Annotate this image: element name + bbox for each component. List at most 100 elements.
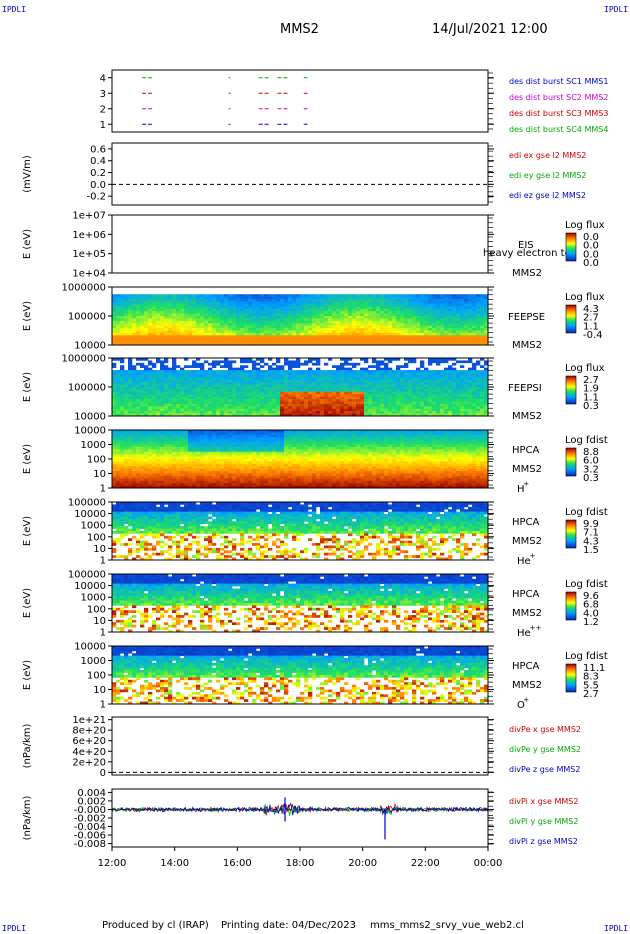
spectrogram-cell	[432, 413, 437, 417]
spectrogram-cell	[120, 296, 125, 300]
spectrogram-cell	[164, 473, 169, 477]
spectrogram-cell	[464, 406, 469, 410]
spectrogram-cell	[208, 473, 213, 477]
spectrogram-cell	[236, 411, 241, 414]
spectrogram-cell	[324, 413, 329, 417]
spectrogram-cell	[188, 328, 193, 331]
spectrogram-cell	[380, 413, 385, 417]
spectrogram-cell	[364, 406, 369, 410]
spectrogram-cell	[480, 387, 485, 390]
spectrogram-cell	[168, 437, 173, 440]
spectrogram-cell	[332, 406, 337, 410]
spectrogram-cell	[304, 332, 309, 336]
spectrogram-cell	[180, 483, 185, 486]
spectrogram-cell	[380, 294, 385, 297]
spectrogram-cell	[288, 313, 293, 317]
spectrogram-cell	[276, 365, 281, 368]
spectrogram-cell	[288, 325, 293, 329]
spectrogram-cell	[168, 413, 173, 417]
spectrogram-cell	[120, 466, 125, 469]
spectrogram-cell	[208, 408, 213, 412]
spectrogram-cell	[132, 377, 137, 381]
spectrogram-cell	[428, 391, 433, 395]
spectrogram-cell	[220, 337, 225, 341]
spectrogram-cell	[220, 454, 225, 457]
spectrogram-cell	[388, 387, 393, 390]
spectrogram-cell	[348, 303, 353, 307]
spectrogram-cell	[116, 461, 121, 465]
spectrogram-cell	[372, 335, 377, 339]
spectrogram-cell	[424, 379, 429, 383]
spectrogram-cell	[228, 411, 233, 414]
spectrogram-cell	[208, 303, 213, 307]
spectrogram-cell	[212, 325, 217, 329]
spectrogram-cell	[440, 406, 445, 410]
spectrogram-cell	[160, 391, 165, 395]
spectrogram-cell	[156, 449, 161, 453]
spectrogram-cell	[404, 358, 409, 361]
corner-label-bottom-right: IPDLI	[604, 924, 629, 933]
spectrogram-cell	[320, 394, 325, 397]
spectrogram-cell	[148, 442, 153, 445]
spectrogram-cell	[280, 340, 285, 343]
spectrogram-cell	[196, 432, 201, 436]
spectrogram-cell	[128, 403, 133, 407]
spectrogram-cell	[264, 330, 269, 334]
spectrogram-cell	[120, 439, 125, 443]
spectrogram-cell	[176, 437, 181, 440]
spectrogram-cell	[356, 320, 361, 324]
spectrogram-cell	[204, 311, 209, 314]
spectrogram-cell	[296, 389, 301, 393]
spectrogram-cell	[116, 485, 121, 489]
spectrogram-cell	[316, 389, 321, 393]
spectrogram-cell	[160, 303, 165, 307]
spectrogram-cell	[172, 437, 177, 440]
spectrogram-cell	[392, 403, 397, 407]
colorbar-tick-label: 0.0	[583, 249, 599, 260]
spectrogram-cell	[232, 473, 237, 477]
spectrogram-cell	[428, 313, 433, 317]
spectrogram-cell	[392, 328, 397, 331]
spectrogram-cell	[148, 313, 153, 317]
spectrogram-cell	[400, 320, 405, 324]
y-tick-label: 100000	[68, 383, 106, 394]
spectrogram-cell	[144, 330, 149, 334]
spectrogram-cell	[168, 377, 173, 381]
spectrogram-cell	[232, 432, 237, 436]
spectrogram-cell	[192, 406, 197, 410]
spectrogram-cell	[424, 389, 429, 393]
spectrogram-cell	[252, 411, 257, 414]
spectrogram-cell	[172, 316, 177, 319]
spectrogram-cell	[224, 340, 229, 343]
spectrogram-cell	[204, 446, 209, 450]
spectrogram-cell	[356, 399, 361, 402]
spectrogram-cell	[348, 301, 353, 305]
spectrogram-cell	[420, 382, 425, 385]
spectrogram-cell	[112, 461, 117, 465]
spectrogram-cell	[240, 468, 245, 472]
spectrogram-cell	[228, 439, 233, 443]
spectrogram-cell	[148, 456, 153, 460]
spectrogram-cell	[188, 413, 193, 417]
spectrogram-cell	[344, 389, 349, 393]
corner-label-top-right: IPDLI	[604, 5, 629, 14]
burst-intervals	[142, 77, 308, 125]
spectrogram-cell	[388, 318, 393, 322]
spectrogram-cell	[268, 389, 273, 393]
spectrogram-cell	[420, 401, 425, 405]
spectrogram-cell	[476, 296, 481, 300]
spectrogram-cell	[376, 403, 381, 407]
spectrogram-cell	[460, 335, 465, 339]
spectrogram-cell	[480, 394, 485, 397]
spectrogram-cell	[208, 332, 213, 336]
spectrogram-cell	[164, 379, 169, 383]
spectrogram-cell	[300, 296, 305, 300]
spectrogram-cell	[444, 328, 449, 331]
spectrogram-cell	[280, 411, 285, 414]
spectrogram-cell	[384, 367, 389, 371]
spectrogram-cell	[460, 391, 465, 395]
spectrogram-cell	[472, 391, 477, 395]
spectrogram-cell	[460, 399, 465, 402]
spectrogram-cell	[292, 306, 297, 310]
spectrogram-cell	[136, 399, 141, 402]
